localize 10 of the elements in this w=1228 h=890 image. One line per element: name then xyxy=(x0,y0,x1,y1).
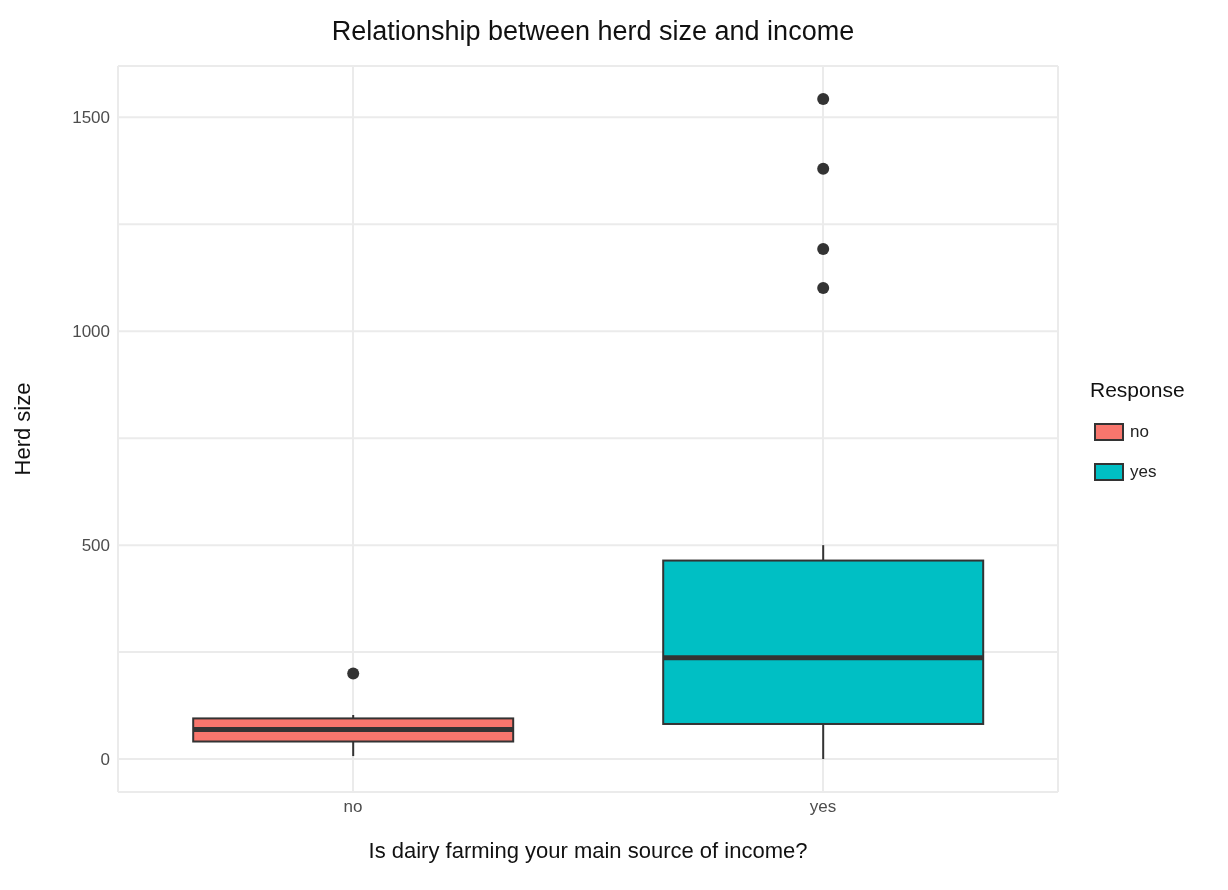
y-tick-label: 0 xyxy=(100,750,110,770)
legend-label: no xyxy=(1130,422,1149,442)
y-tick-label: 1500 xyxy=(72,108,110,128)
y-axis-title: Herd size xyxy=(9,382,35,476)
legend-label: yes xyxy=(1130,462,1157,482)
chart-title: Relationship between herd size and income xyxy=(330,16,856,47)
x-axis-title: Is dairy farming your main source of income? xyxy=(368,838,808,863)
y-tick-label: 1000 xyxy=(72,322,110,342)
y-tick-label: 500 xyxy=(81,536,110,556)
legend-title: Response xyxy=(1090,378,1185,402)
